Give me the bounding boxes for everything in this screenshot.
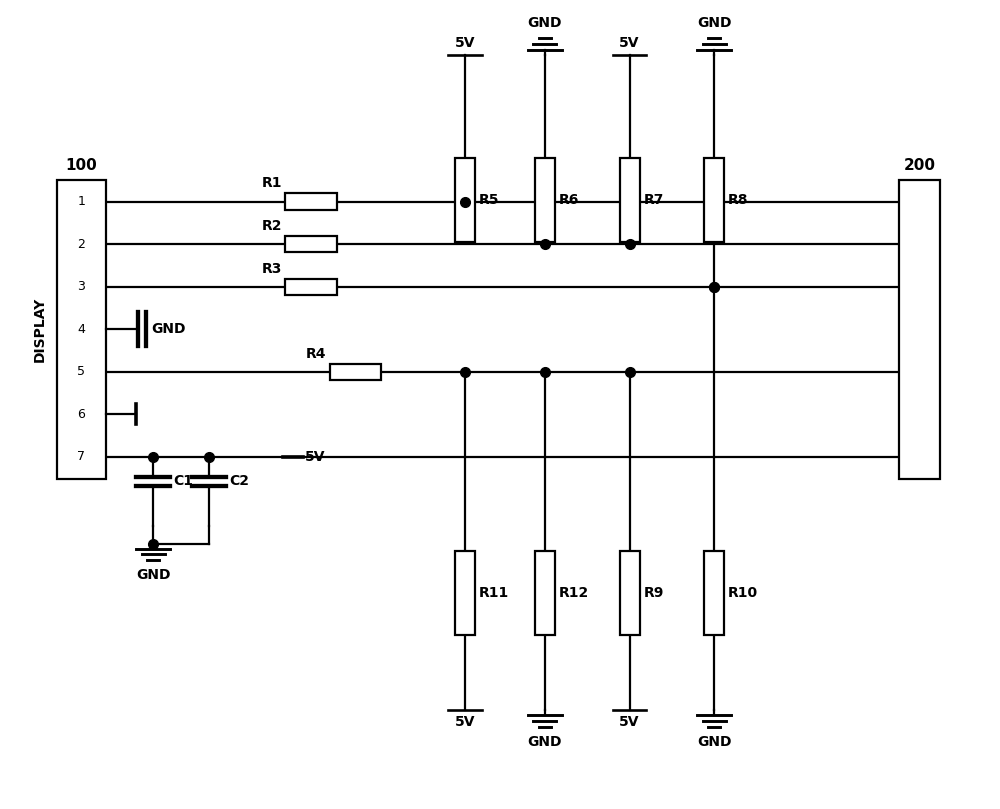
Text: R3: R3 <box>261 261 282 276</box>
Text: R6: R6 <box>559 193 579 207</box>
Text: 100: 100 <box>66 158 97 173</box>
Bar <box>285 193 337 210</box>
Text: 7: 7 <box>77 451 85 464</box>
Text: GND: GND <box>136 569 170 582</box>
Text: R11: R11 <box>479 587 509 600</box>
Text: 3: 3 <box>78 280 85 293</box>
Text: GND: GND <box>528 735 562 749</box>
Text: 5: 5 <box>77 366 85 379</box>
Bar <box>455 552 475 635</box>
Text: R10: R10 <box>728 587 758 600</box>
Bar <box>57 180 106 479</box>
Text: C2: C2 <box>229 474 249 489</box>
Text: 5V: 5V <box>619 36 640 50</box>
Text: R9: R9 <box>644 587 664 600</box>
Text: R12: R12 <box>559 587 589 600</box>
Text: 5V: 5V <box>619 715 640 729</box>
Text: C1: C1 <box>173 474 193 489</box>
Text: R2: R2 <box>261 219 282 233</box>
Text: 1: 1 <box>78 195 85 208</box>
Bar <box>535 552 555 635</box>
Bar <box>620 552 640 635</box>
Text: 4: 4 <box>78 323 85 336</box>
Bar <box>285 278 337 295</box>
Bar <box>455 158 475 242</box>
Text: 200: 200 <box>904 158 936 173</box>
Text: GND: GND <box>697 16 732 30</box>
Text: DISPLAY: DISPLAY <box>33 297 47 362</box>
Bar <box>899 180 940 479</box>
Text: 5V: 5V <box>305 450 325 464</box>
Text: R8: R8 <box>728 193 749 207</box>
Text: 5V: 5V <box>455 715 475 729</box>
Bar <box>704 552 724 635</box>
Bar <box>535 158 555 242</box>
Text: R1: R1 <box>261 176 282 190</box>
Bar <box>620 158 640 242</box>
Text: GND: GND <box>528 16 562 30</box>
Bar <box>330 363 381 380</box>
Text: R5: R5 <box>479 193 500 207</box>
Bar <box>285 236 337 252</box>
Text: GND: GND <box>697 735 732 749</box>
Text: GND: GND <box>152 322 186 337</box>
Text: 6: 6 <box>78 408 85 421</box>
Text: 2: 2 <box>78 238 85 251</box>
Text: R7: R7 <box>644 193 664 207</box>
Bar <box>704 158 724 242</box>
Text: 5V: 5V <box>455 36 475 50</box>
Text: R4: R4 <box>306 346 327 361</box>
